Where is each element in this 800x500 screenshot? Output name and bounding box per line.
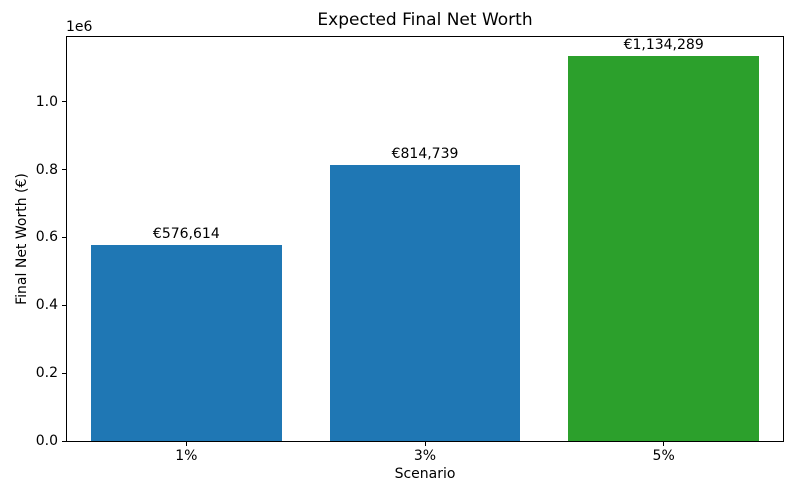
x-tick-mark [424,442,426,446]
bar-value-label: €814,739 [391,145,459,162]
bar-3% [329,164,521,441]
y-tick-label: 1.0 [35,93,58,110]
chart-title: Expected Final Net Worth [317,10,533,30]
x-axis-label: Scenario [394,466,456,482]
y-tick-mark [62,236,66,238]
bar-5% [568,56,760,441]
y-tick-label: 0.4 [35,297,58,314]
y-tick-mark [62,304,66,306]
y-tick-mark [62,440,66,442]
x-tick-mark [663,442,665,446]
y-tick-label: 0.6 [35,229,58,246]
y-tick-label: 0.8 [35,161,58,178]
x-tick-mark [185,442,187,446]
y-tick-label: 0.0 [35,433,58,449]
bar-1% [90,245,282,441]
x-tick-label: 3% [413,448,437,464]
y-axis-label: Final Net Worth (€) [14,173,30,305]
y-tick-mark [62,169,66,171]
x-tick-label: 5% [652,448,675,464]
y-tick-mark [62,372,66,374]
x-tick-label: 1% [175,448,198,464]
y-axis-offset-text: 1e6 [66,19,93,35]
plot-area: 0.0 0.2 0.4 0.6 0.8 1.0 €576,614 1% €814,739 3% €1… [36,36,784,464]
y-tick-label: 0.2 [35,365,58,382]
bar-value-label: €1,134,289 [623,37,704,54]
y-tick-mark [62,101,66,103]
bar-value-label: €576,614 [152,226,220,243]
